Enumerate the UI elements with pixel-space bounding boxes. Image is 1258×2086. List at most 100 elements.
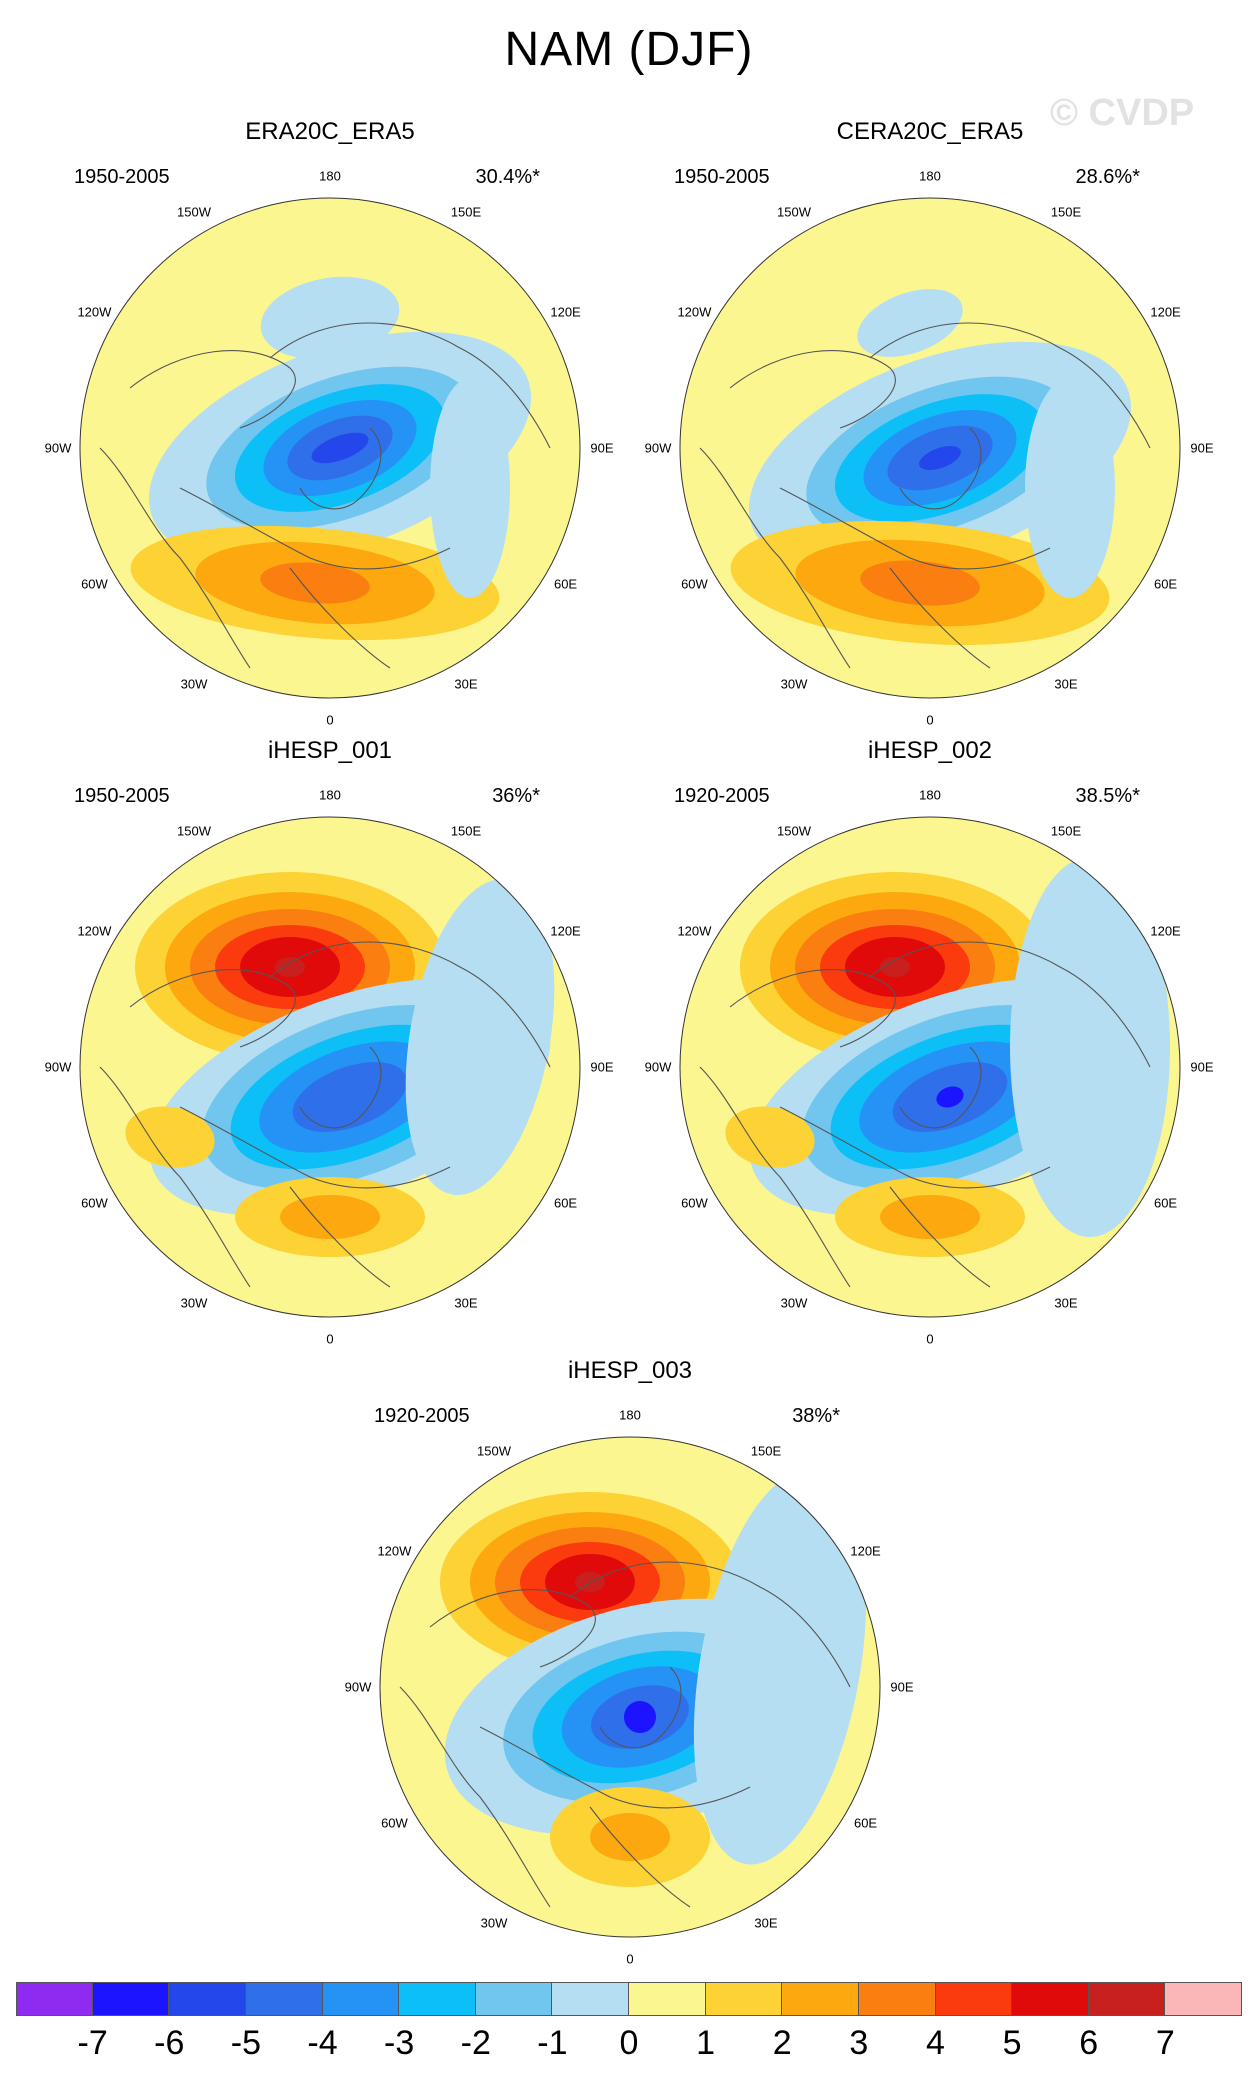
longitude-label: 30W bbox=[180, 676, 208, 692]
longitude-label: 0 bbox=[926, 1331, 934, 1347]
anomaly-siberia bbox=[1010, 857, 1170, 1237]
panel-period: 1950-2005 bbox=[674, 166, 770, 188]
colorbar-tick-label: -7 bbox=[77, 2024, 108, 2062]
longitude-label: 120E bbox=[850, 1543, 881, 1559]
coastline bbox=[399, 1686, 551, 1908]
colorbar-tick-label: 7 bbox=[1155, 2024, 1175, 2062]
map-panel: iHESP_001 1950-2005 36%* 180 150E 120E 90E 6… bbox=[30, 737, 630, 1347]
coastline bbox=[889, 1186, 991, 1288]
anomaly-siberia bbox=[693, 1469, 867, 1865]
coastline bbox=[179, 487, 451, 570]
longitude-label: 0 bbox=[326, 1331, 334, 1347]
colorbar-frame bbox=[16, 1982, 1242, 2016]
colorbar-tick-label: 0 bbox=[619, 2024, 639, 2062]
longitude-label: 150E bbox=[450, 823, 482, 839]
panel-variance: 38.5%* bbox=[1075, 785, 1141, 807]
map-panel: iHESP_003 1920-2005 38%* 180 150E 120E 90E 6… bbox=[330, 1357, 930, 1967]
map-border bbox=[679, 197, 1181, 699]
map-fill bbox=[380, 1437, 880, 1937]
anomaly-atlantic-high bbox=[835, 1177, 1025, 1257]
polar-map bbox=[679, 197, 1181, 699]
longitude-label: 120W bbox=[677, 923, 712, 939]
coastline bbox=[289, 1186, 391, 1288]
colorbar-swatch bbox=[858, 1982, 936, 2016]
polar-map bbox=[79, 197, 581, 699]
longitude-label: 60E bbox=[853, 1815, 878, 1831]
anomaly-arctic-low-level bbox=[311, 432, 369, 464]
anomaly-west-high-level bbox=[725, 1106, 815, 1168]
anomaly-atlantic-high bbox=[235, 1177, 425, 1257]
panel-title: CERA20C_ERA5 bbox=[836, 118, 1024, 145]
longitude-label: 150W bbox=[777, 204, 811, 220]
longitude-label: 30E bbox=[454, 676, 478, 692]
anomaly-atlantic-high bbox=[730, 520, 1110, 646]
panel-title: iHESP_001 bbox=[267, 737, 393, 764]
coastline bbox=[899, 427, 982, 510]
map-anomalies bbox=[699, 289, 1151, 669]
panel-period: 1920-2005 bbox=[374, 1405, 470, 1427]
longitude-label: 0 bbox=[926, 712, 934, 728]
coastline bbox=[779, 487, 1051, 570]
longitude-label: 180 bbox=[919, 168, 941, 184]
coastline bbox=[99, 447, 251, 669]
coastline bbox=[429, 1589, 596, 1668]
colorbar-tick-label: -5 bbox=[230, 2024, 261, 2062]
colorbar-swatch bbox=[1012, 1982, 1089, 2016]
longitude-label: 180 bbox=[319, 168, 341, 184]
anomaly-atlantic-high-level bbox=[280, 1195, 380, 1239]
colorbar-swatch bbox=[1088, 1982, 1166, 2016]
colorbar-swatch bbox=[475, 1982, 553, 2016]
anomaly-siberia-level bbox=[1010, 857, 1170, 1237]
coastline bbox=[729, 969, 896, 1048]
anomaly-siberia bbox=[1025, 378, 1115, 598]
coastline bbox=[899, 1046, 982, 1129]
coastline bbox=[779, 1106, 1051, 1189]
longitude-label: 0 bbox=[326, 712, 334, 728]
longitude-label: 90E bbox=[1190, 440, 1214, 456]
longitude-label: 120E bbox=[1150, 304, 1181, 320]
polar-map bbox=[79, 816, 581, 1318]
longitude-label: 150E bbox=[1050, 823, 1082, 839]
panel-title: iHESP_002 bbox=[867, 737, 993, 764]
colorbar-swatch bbox=[935, 1982, 1013, 2016]
panel-variance: 30.4%* bbox=[475, 166, 541, 188]
panel-variance: 38%* bbox=[792, 1405, 840, 1427]
map-fill bbox=[680, 817, 1180, 1317]
longitude-label: 60W bbox=[381, 1815, 408, 1831]
longitude-label: 150E bbox=[750, 1443, 782, 1459]
anomaly-siberia-level bbox=[693, 1469, 867, 1865]
anomaly-pacific-high-level bbox=[275, 957, 305, 977]
map-fill bbox=[80, 817, 580, 1317]
anomaly-atlantic-high-level bbox=[260, 562, 370, 604]
anomaly-atlantic-high-level bbox=[590, 1813, 670, 1861]
longitude-label: 180 bbox=[619, 1407, 641, 1423]
anomaly-siberia bbox=[430, 378, 510, 598]
longitude-label: 150E bbox=[450, 204, 482, 220]
colorbar-swatch bbox=[399, 1982, 476, 2016]
colorbar-swatch bbox=[169, 1982, 246, 2016]
longitude-label: 60E bbox=[1153, 576, 1178, 592]
coastline bbox=[599, 1666, 682, 1749]
polar-map bbox=[379, 1436, 881, 1938]
panel-period: 1950-2005 bbox=[74, 166, 170, 188]
longitude-label: 30E bbox=[754, 1915, 778, 1931]
coastline bbox=[99, 1066, 251, 1288]
colorbar-swatch bbox=[705, 1982, 783, 2016]
coastline bbox=[569, 1561, 851, 1688]
longitude-label: 90W bbox=[344, 1679, 372, 1695]
longitude-label: 60W bbox=[681, 576, 708, 592]
panel-variance: 36%* bbox=[492, 785, 540, 807]
coastline bbox=[699, 1066, 851, 1288]
longitude-label: 120W bbox=[677, 304, 712, 320]
anomaly-pacific-low bbox=[857, 289, 963, 357]
longitude-label: 150W bbox=[777, 823, 811, 839]
colorbar-swatch bbox=[1165, 1982, 1242, 2016]
coastline bbox=[299, 427, 382, 510]
panel-period: 1950-2005 bbox=[74, 785, 170, 807]
colorbar-tick-label: -6 bbox=[154, 2024, 185, 2062]
colorbar-tick-label: -4 bbox=[307, 2024, 338, 2062]
coastline bbox=[299, 1046, 382, 1129]
map-border bbox=[79, 816, 581, 1318]
colorbar-tick-label: 2 bbox=[772, 2024, 792, 2062]
longitude-label: 150W bbox=[177, 823, 211, 839]
